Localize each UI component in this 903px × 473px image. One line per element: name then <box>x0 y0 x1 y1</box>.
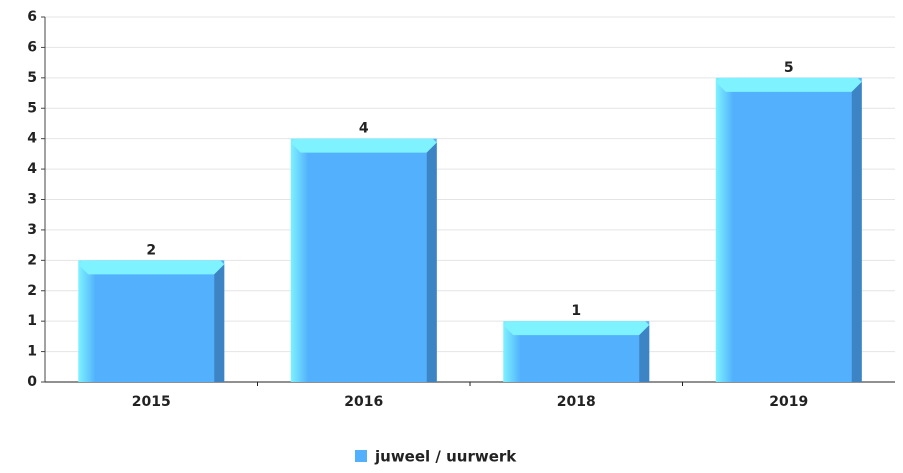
y-tick-label: 1 <box>27 313 37 329</box>
y-tick-label: 2 <box>27 252 37 268</box>
y-tick-label: 5 <box>27 100 37 116</box>
bar-side-bevel <box>214 264 225 382</box>
bar-side-bevel <box>851 81 862 382</box>
bar <box>290 138 437 382</box>
value-label: 5 <box>784 60 794 76</box>
legend-swatch <box>355 450 367 462</box>
bar-top-bevel <box>503 321 650 336</box>
value-label: 1 <box>571 303 581 319</box>
y-tick-label: 2 <box>27 283 37 299</box>
bar <box>78 260 225 382</box>
x-tick-label: 2018 <box>557 394 596 410</box>
bar <box>715 77 862 382</box>
x-tick-label: 2015 <box>132 394 171 410</box>
bar-top-bevel <box>715 77 862 92</box>
y-tick-label: 0 <box>27 374 37 390</box>
y-tick-label: 6 <box>27 39 37 55</box>
bar-side-bevel <box>426 142 437 382</box>
y-tick-label: 4 <box>27 161 37 177</box>
value-label: 4 <box>359 121 369 137</box>
y-tick-label: 6 <box>27 9 37 25</box>
y-tick-label: 3 <box>27 222 37 238</box>
y-tick-label: 3 <box>27 192 37 208</box>
x-tick-label: 2019 <box>769 394 808 410</box>
x-tick-label: 2016 <box>344 394 383 410</box>
y-tick-label: 1 <box>27 344 37 360</box>
y-tick-label: 4 <box>27 131 37 147</box>
legend-label: juweel / uurwerk <box>374 448 517 466</box>
y-tick-label: 5 <box>27 70 37 86</box>
bar-top-bevel <box>78 260 225 275</box>
bar-top-bevel <box>290 138 437 153</box>
value-label: 2 <box>146 242 156 258</box>
bar-side-bevel <box>639 325 650 382</box>
